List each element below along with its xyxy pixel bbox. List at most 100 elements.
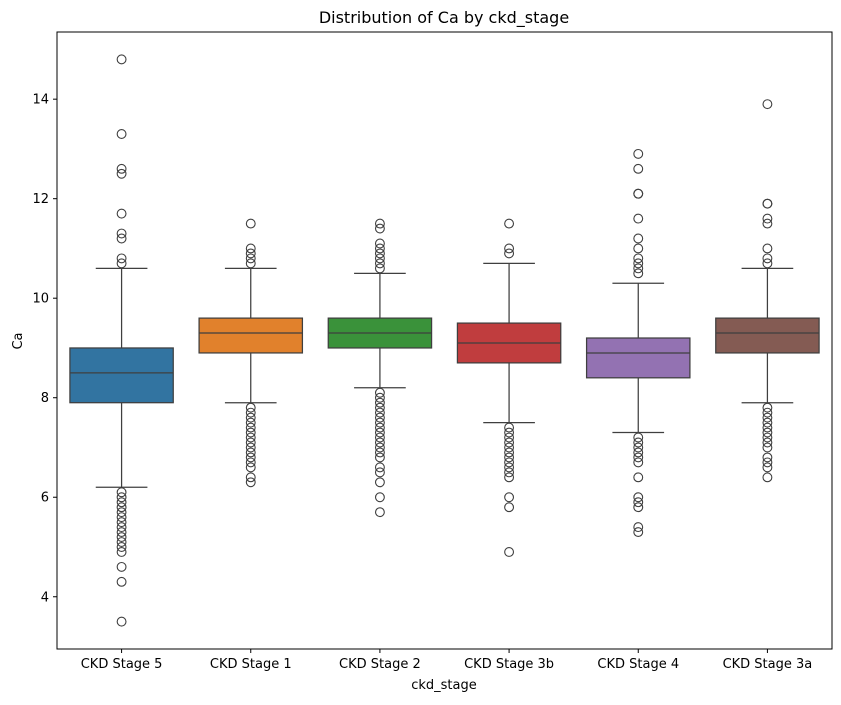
outlier-point [504, 547, 515, 557]
outlier-point [374, 462, 385, 473]
outlier-point [504, 427, 515, 438]
outlier-point [504, 432, 515, 443]
x-tick-label: CKD Stage 3a [723, 657, 813, 672]
outlier-point [245, 462, 256, 473]
outlier-point [633, 263, 644, 274]
outlier-point [633, 213, 644, 224]
outlier-point [762, 442, 773, 453]
outlier-point [633, 253, 644, 264]
outlier-point [116, 517, 127, 528]
outlier-point [245, 457, 256, 468]
outlier-point [116, 561, 127, 572]
outlier-point [762, 417, 773, 428]
outlier-point [504, 437, 515, 448]
y-tick-label: 4 [41, 590, 49, 605]
outlier-point [762, 437, 773, 448]
outlier-point [245, 417, 256, 428]
outlier-point [374, 447, 385, 458]
outlier-point [762, 472, 773, 483]
outlier-point [245, 218, 256, 229]
outlier-point [245, 452, 256, 463]
outlier-point [116, 502, 127, 513]
outlier-point [633, 527, 644, 538]
x-axis: CKD Stage 5 CKD Stage 1 CKD Stage 2 CKD Sta… [81, 649, 813, 672]
outlier-point [374, 417, 385, 428]
outlier-point [633, 243, 644, 254]
outlier-point [762, 253, 773, 264]
outlier-point [762, 198, 773, 209]
outlier-point [116, 233, 127, 244]
outlier-point [374, 427, 385, 438]
outlier-point [762, 412, 773, 423]
outlier-point [762, 462, 773, 473]
outlier-point [504, 492, 515, 503]
plot-area [69, 54, 820, 627]
outlier-point [762, 213, 773, 224]
outlier-point [762, 427, 773, 438]
chart-title: Distribution of Ca by ckd_stage [319, 8, 569, 28]
box-group [585, 148, 691, 538]
outlier-point [633, 258, 644, 269]
outlier-point [116, 537, 127, 547]
outlier-point [374, 477, 385, 488]
outlier-point [116, 54, 127, 65]
outlier-point [245, 437, 256, 448]
x-tick-label: CKD Stage 2 [339, 657, 421, 672]
x-tick-label: CKD Stage 1 [210, 657, 292, 672]
outlier-point [504, 248, 515, 259]
box-group [456, 218, 562, 557]
outlier-point [374, 392, 385, 403]
outlier-point [633, 522, 644, 533]
outlier-point [762, 432, 773, 443]
x-tick-label: CKD Stage 3b [464, 657, 554, 672]
outlier-point [116, 497, 127, 508]
outlier-point [633, 163, 644, 174]
x-tick-label: CKD Stage 4 [597, 657, 679, 672]
y-tick-label: 8 [41, 391, 49, 406]
outlier-point [374, 387, 385, 398]
outlier-point [245, 477, 256, 488]
outlier-point [374, 412, 385, 423]
outlier-point [245, 402, 256, 413]
outlier-point [762, 99, 773, 110]
box-group [198, 218, 304, 488]
outlier-point [374, 263, 385, 274]
outlier-point [116, 253, 127, 264]
outlier-point [374, 407, 385, 418]
outlier-point [245, 442, 256, 453]
outlier-point [633, 497, 644, 508]
outlier-point [116, 129, 127, 139]
outlier-point [504, 472, 515, 483]
box-iqr [585, 337, 691, 379]
outlier-point [116, 228, 127, 239]
x-tick-label: CKD Stage 5 [81, 657, 163, 672]
outlier-point [245, 432, 256, 443]
outlier-point [374, 467, 385, 478]
outlier-point [374, 437, 385, 448]
outlier-point [245, 258, 256, 269]
outlier-point [633, 442, 644, 453]
outlier-point [245, 422, 256, 433]
outlier-point [245, 472, 256, 483]
outlier-point [116, 542, 127, 552]
outlier-point [116, 507, 127, 518]
outlier-point [116, 258, 127, 269]
plot-frame [56, 31, 833, 650]
outlier-point [504, 447, 515, 458]
y-axis: 4 6 8 10 12 14 [32, 93, 57, 605]
outlier-point [504, 442, 515, 453]
outlier-point [762, 218, 773, 229]
outlier-point [633, 437, 644, 448]
outlier-point [245, 412, 256, 423]
outlier-point [504, 462, 515, 473]
outlier-point [116, 576, 127, 587]
outlier-point [116, 616, 127, 627]
outlier-point [245, 253, 256, 264]
outlier-point [633, 492, 644, 503]
box-iqr [69, 347, 174, 404]
outlier-point [374, 402, 385, 413]
y-tick-label: 6 [41, 491, 49, 506]
x-axis-title: ckd_stage [411, 678, 477, 693]
